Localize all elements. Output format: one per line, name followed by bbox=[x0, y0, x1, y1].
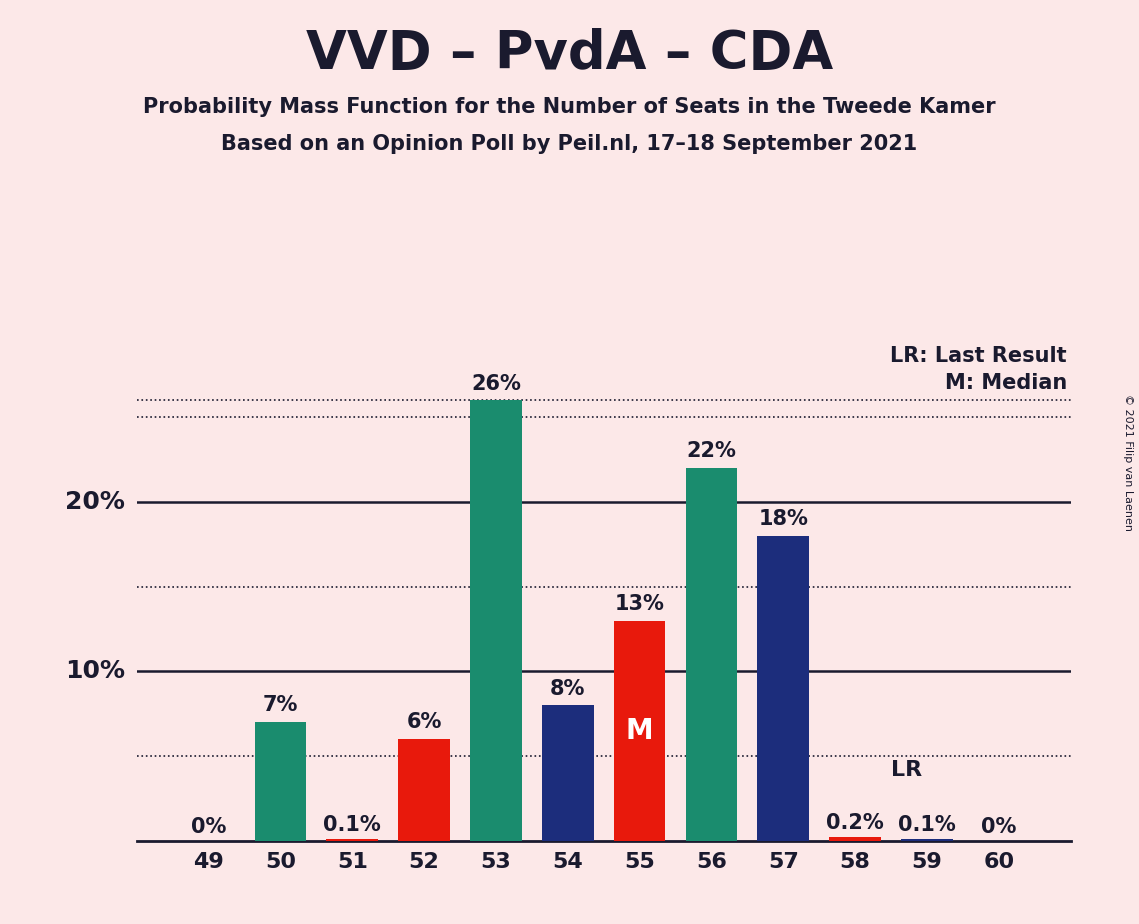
Text: 0.2%: 0.2% bbox=[826, 813, 884, 833]
Bar bbox=[470, 400, 522, 841]
Text: VVD – PvdA – CDA: VVD – PvdA – CDA bbox=[306, 28, 833, 79]
Text: 0.1%: 0.1% bbox=[323, 815, 382, 835]
Text: LR: Last Result: LR: Last Result bbox=[891, 346, 1067, 366]
Text: M: Median: M: Median bbox=[945, 373, 1067, 394]
Text: 0.1%: 0.1% bbox=[898, 815, 956, 835]
Bar bbox=[901, 839, 953, 841]
Text: © 2021 Filip van Laenen: © 2021 Filip van Laenen bbox=[1123, 394, 1133, 530]
Bar bbox=[542, 705, 593, 841]
Bar bbox=[757, 536, 809, 841]
Bar bbox=[327, 839, 378, 841]
Bar bbox=[829, 837, 880, 841]
Text: 0%: 0% bbox=[981, 817, 1016, 836]
Text: 6%: 6% bbox=[407, 712, 442, 733]
Text: 13%: 13% bbox=[615, 594, 664, 614]
Text: 20%: 20% bbox=[65, 490, 125, 514]
Text: Based on an Opinion Poll by Peil.nl, 17–18 September 2021: Based on an Opinion Poll by Peil.nl, 17–… bbox=[221, 134, 918, 154]
Text: Probability Mass Function for the Number of Seats in the Tweede Kamer: Probability Mass Function for the Number… bbox=[144, 97, 995, 117]
Text: 10%: 10% bbox=[65, 660, 125, 684]
Text: 22%: 22% bbox=[687, 442, 737, 461]
Bar bbox=[614, 621, 665, 841]
Text: 18%: 18% bbox=[759, 509, 809, 529]
Text: LR: LR bbox=[891, 760, 923, 780]
Text: M: M bbox=[625, 717, 654, 745]
Text: 26%: 26% bbox=[470, 373, 521, 394]
Text: 7%: 7% bbox=[263, 696, 298, 715]
Bar bbox=[254, 723, 306, 841]
Bar bbox=[686, 468, 737, 841]
Text: 8%: 8% bbox=[550, 678, 585, 699]
Bar bbox=[399, 739, 450, 841]
Text: 0%: 0% bbox=[191, 817, 227, 836]
